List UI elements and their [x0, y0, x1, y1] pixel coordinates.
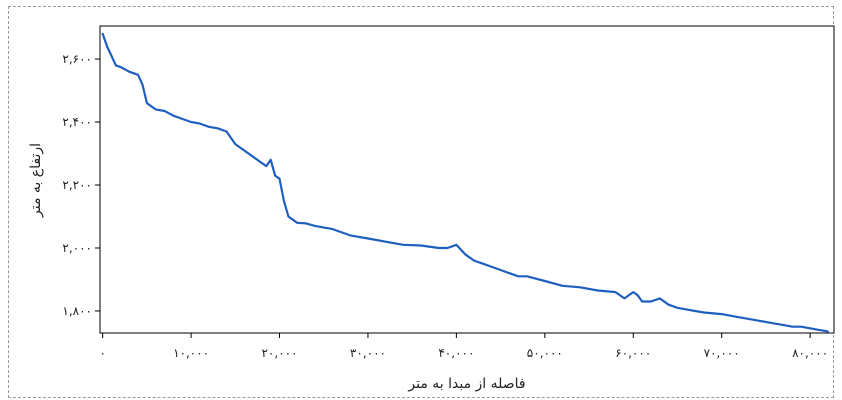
elevation-series-line [101, 32, 829, 333]
x-tick-label: ۸۰,۰۰۰ [792, 346, 828, 360]
y-tick-label: ۱,۸۰۰ [62, 304, 92, 318]
x-tick-label: ۴۰,۰۰۰ [438, 346, 474, 360]
x-tick-label: ۳۰,۰۰۰ [350, 346, 386, 360]
x-tick-label: ۰ [99, 346, 105, 360]
x-axis-title: فاصله از مبدا به متر [407, 376, 525, 392]
y-axis-title: ارتفاع به متر [28, 143, 44, 218]
x-tick-label: ۶۰,۰۰۰ [615, 346, 651, 360]
y-tick-label: ۲,۰۰۰ [62, 241, 92, 255]
x-axis: ۰ ۱۰,۰۰۰ ۲۰,۰۰۰ ۳۰,۰۰۰ ۴۰,۰۰۰ ۵۰,۰۰۰ ۶۰,۰۰۰ ۷۰,… [99, 333, 828, 360]
y-axis: ۱,۸۰۰ ۲,۰۰۰ ۲,۲۰۰ ۲,۴۰۰ ۲,۶۰۰ [62, 52, 100, 318]
y-tick-label: ۲,۲۰۰ [62, 178, 92, 192]
x-tick-label: ۲۰,۰۰۰ [261, 346, 297, 360]
x-tick-label: ۱۰,۰۰۰ [173, 346, 209, 360]
plot-area [99, 25, 835, 334]
x-tick-label: ۷۰,۰۰۰ [704, 346, 740, 360]
y-tick-label: ۲,۶۰۰ [62, 52, 92, 66]
y-tick-label: ۲,۴۰۰ [62, 115, 92, 129]
x-tick-label: ۵۰,۰۰۰ [527, 346, 563, 360]
